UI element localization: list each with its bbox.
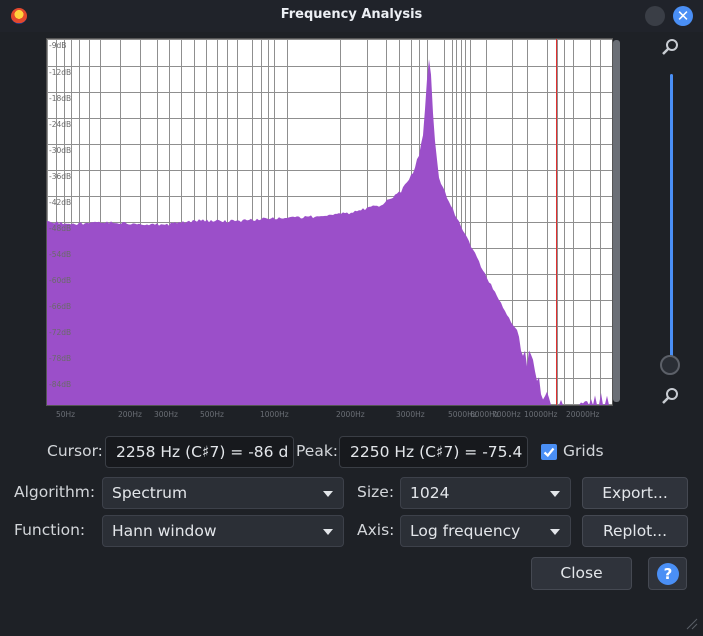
y-tick-label: -36dB [49, 172, 71, 181]
export-button[interactable]: Export... [582, 477, 688, 509]
size-value: 1024 [410, 484, 450, 502]
algorithm-label: Algorithm: [14, 483, 96, 501]
axis-value: Log frequency [410, 522, 521, 540]
y-tick-label: -12dB [49, 68, 71, 77]
checkmark-icon [543, 447, 555, 458]
x-tick-label: 1000Hz [260, 410, 289, 419]
y-tick-label: -54dB [49, 250, 71, 259]
y-tick-label: -60dB [49, 276, 71, 285]
x-tick-label: 300Hz [154, 410, 178, 419]
zoom-in-icon[interactable] [660, 37, 680, 57]
x-tick-label: 6000Hz [470, 410, 499, 419]
x-tick-label: 20000Hz [566, 410, 599, 419]
frequency-ruler: 50Hz 200Hz 300Hz 500Hz 1000Hz 2000Hz 3000Hz 500… [46, 405, 611, 421]
size-select[interactable]: 1024 [400, 477, 571, 509]
axis-select[interactable]: Log frequency [400, 515, 571, 547]
close-button[interactable]: Close [531, 557, 632, 590]
resize-grip-icon[interactable] [682, 614, 698, 630]
algorithm-select[interactable]: Spectrum [102, 477, 344, 509]
help-button[interactable]: ? [648, 557, 687, 590]
x-tick-label: 3000Hz [396, 410, 425, 419]
algorithm-value: Spectrum [112, 484, 188, 502]
spectrum-fill [47, 59, 612, 405]
y-tick-label: -48dB [49, 224, 71, 233]
y-tick-label: -84dB [49, 380, 71, 389]
replot-button[interactable]: Replot... [582, 515, 688, 547]
help-icon: ? [657, 563, 679, 585]
cursor-label: Cursor: [47, 442, 103, 460]
y-tick-label: -42dB [49, 198, 71, 207]
title-bar: Frequency Analysis ✕ [0, 0, 703, 32]
function-value: Hann window [112, 522, 217, 540]
window-title: Frequency Analysis [280, 7, 423, 22]
x-tick-label: 10000Hz [524, 410, 557, 419]
y-tick-label: -66dB [49, 302, 71, 311]
y-tick-label: -78dB [49, 354, 71, 363]
audacity-logo-icon [11, 8, 27, 24]
function-select[interactable]: Hann window [102, 515, 344, 547]
vertical-zoom-handle[interactable] [660, 355, 680, 375]
grids-label: Grids [563, 442, 604, 460]
chevron-down-icon [550, 529, 560, 535]
y-tick-label: -18dB [49, 94, 71, 103]
vertical-zoom-track[interactable] [670, 74, 673, 364]
minimize-button[interactable] [645, 6, 665, 26]
chevron-down-icon [323, 491, 333, 497]
function-label: Function: [14, 521, 86, 539]
x-tick-label: 500Hz [200, 410, 224, 419]
x-tick-label: 50Hz [56, 410, 75, 419]
spectrum-plot[interactable]: -9dB -12dB -18dB -24dB -30dB -36dB -42dB -48dB -… [46, 38, 613, 406]
x-tick-label: 7000Hz [492, 410, 521, 419]
chevron-down-icon [550, 491, 560, 497]
grids-checkbox[interactable] [541, 444, 557, 460]
chevron-down-icon [323, 529, 333, 535]
cursor-readout: 2258 Hz (C♯7) = -86 d [105, 436, 294, 468]
x-tick-label: 200Hz [118, 410, 142, 419]
size-label: Size: [357, 483, 395, 501]
zoom-out-icon[interactable] [660, 386, 680, 406]
close-window-button[interactable]: ✕ [673, 6, 693, 26]
y-tick-label: -24dB [49, 120, 71, 129]
y-tick-label: -30dB [49, 146, 71, 155]
plot-vertical-scrollbar[interactable] [613, 40, 620, 402]
y-tick-label: -72dB [49, 328, 71, 337]
x-tick-label: 2000Hz [336, 410, 365, 419]
y-tick-label: -9dB [49, 41, 66, 50]
axis-label: Axis: [357, 521, 395, 539]
peak-readout: 2250 Hz (C♯7) = -75.4 [339, 436, 528, 468]
x-tick-label: 5000Hz [448, 410, 477, 419]
peak-label: Peak: [296, 442, 339, 460]
